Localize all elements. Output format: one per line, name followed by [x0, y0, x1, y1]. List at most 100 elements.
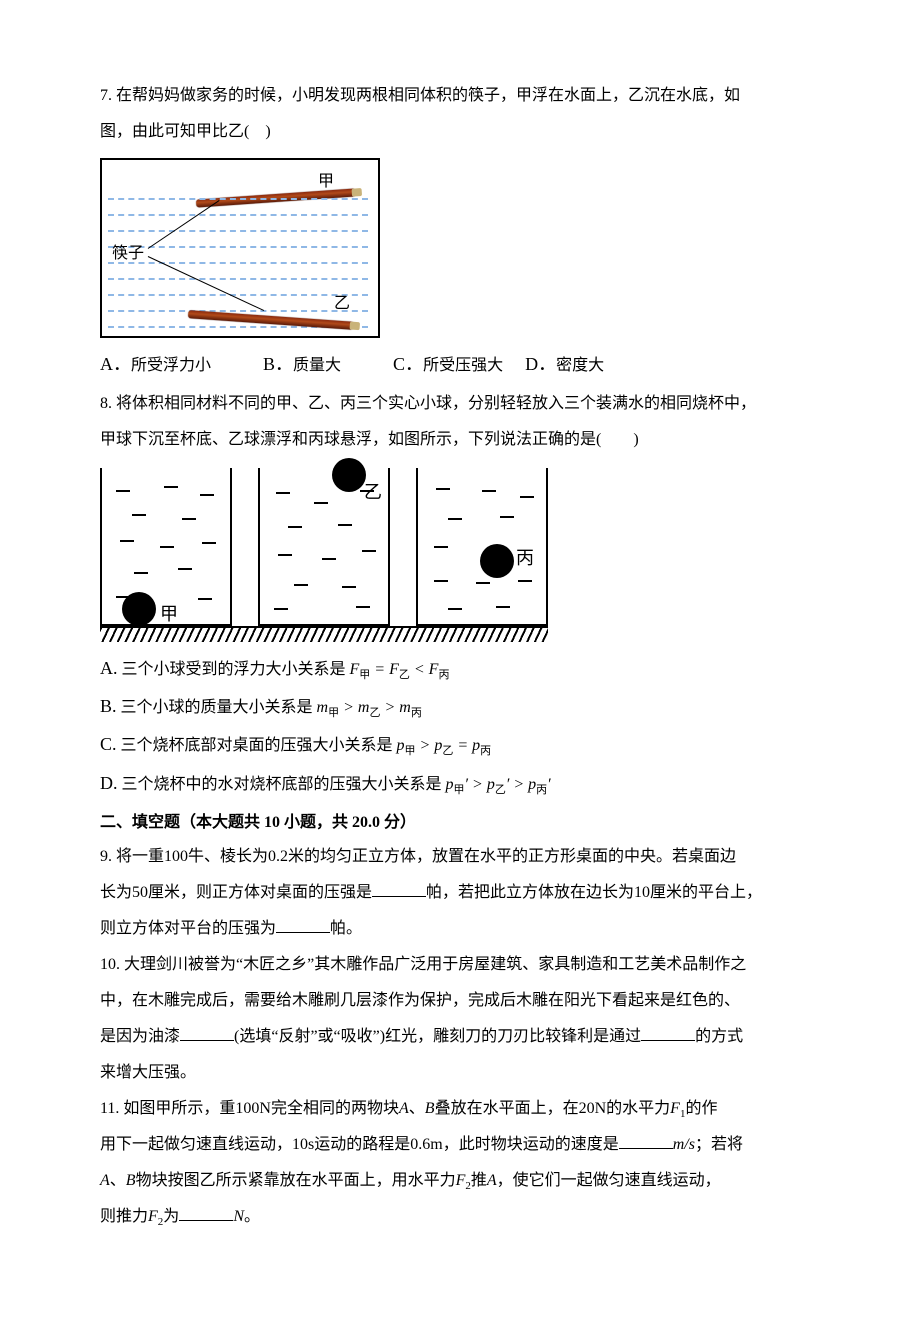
q11-number: 11. — [100, 1100, 119, 1117]
q11-F2: F2 — [456, 1172, 471, 1189]
q7-line2: 图，由此可知甲比乙( ) — [100, 116, 820, 148]
q7-opt-B: 质量大 — [293, 357, 341, 374]
q8-text-a: 将体积相同材料不同的甲、乙、丙三个实心小球，分别轻轻放入三个装满水的相同烧杯中， — [116, 395, 756, 412]
q10-number: 10. — [100, 956, 120, 973]
q11-v1: 100N — [235, 1100, 271, 1117]
q7-opt-C: 所受压强大 — [423, 357, 503, 374]
q11-B1: B — [425, 1100, 435, 1117]
q11-F2b: F2 — [148, 1208, 163, 1225]
q8-label-bing: 丙 — [516, 540, 534, 576]
q10-t3: 是因为油漆 — [100, 1028, 180, 1045]
q7-opt-C-label: C． — [393, 354, 423, 374]
q7-fig-label-yi: 乙 — [334, 288, 350, 320]
q8-opt-A-math: F甲 = F乙 < F丙 — [350, 661, 450, 678]
q11-line3: A、B物块按图乙所示紧靠放在水平面上，用水平力F2推A，使它们一起做匀速直线运动… — [100, 1165, 820, 1197]
q8-opt-D-pre: 三个烧杯中的水对烧杯底部的压强大小关系是 — [122, 776, 442, 793]
q7-number: 7. — [100, 87, 112, 104]
q10-blank-2[interactable] — [641, 1024, 695, 1041]
q7-opt-D: 密度大 — [556, 357, 604, 374]
q8-number: 8. — [100, 395, 112, 412]
q11-A1: A — [399, 1100, 409, 1117]
q11-line2: 用下一起做匀速直线运动，10s运动的路程是0.6m，此时物块运动的速度是m/s；… — [100, 1129, 820, 1161]
q9-t1: 将一重 — [116, 848, 164, 865]
q9-t5: 厘米，则正方体对桌面的压强是 — [148, 884, 372, 901]
q11-t3b: 、 — [110, 1172, 126, 1189]
q8-opt-B-math: m甲 > m乙 > m丙 — [317, 699, 422, 716]
q9-v1: 100 — [164, 848, 188, 865]
q8-label-yi: 乙 — [364, 474, 382, 510]
q11-A2: A — [100, 1172, 110, 1189]
q9-blank-1[interactable] — [372, 880, 426, 897]
q7-opt-A-label: A． — [100, 354, 131, 374]
q8-ball-yi — [332, 458, 366, 492]
page: 7. 在帮妈妈做家务的时候，小明发现两根相同体积的筷子，甲浮在水面上，乙沉在水底… — [0, 0, 920, 1317]
q10-blank-1[interactable] — [180, 1024, 234, 1041]
q8-line1: 8. 将体积相同材料不同的甲、乙、丙三个实心小球，分别轻轻放入三个装满水的相同烧… — [100, 388, 820, 420]
q8-opt-A-pre: 三个小球受到的浮力大小关系是 — [122, 661, 346, 678]
q8-opt-D: D. 三个烧杯中的水对烧杯底部的压强大小关系是 p甲′ > p乙′ > p丙′ — [100, 765, 820, 801]
q11-t4: 叠放在水平面上，在 — [435, 1100, 579, 1117]
q11-t9: ，此时物块运动的速度是 — [443, 1136, 619, 1153]
q7-opt-B-label: B． — [263, 354, 293, 374]
q9-t3: 米的均匀正立方体，放置在水平的正方形桌面的中央。若桌面边 — [288, 848, 736, 865]
q10-line2: 中，在木雕完成后，需要给木雕刷几层漆作为保护，完成后木雕在阳光下看起来是红色的、 — [100, 985, 820, 1017]
q7-options: A．所受浮力小 B．质量大 C．所受压强大 D．密度大 — [100, 346, 820, 382]
q11-blank-2[interactable] — [179, 1204, 233, 1221]
q8-beaker-3: 丙 — [416, 468, 548, 626]
q10-t5: 的方式 — [695, 1028, 743, 1045]
q11-t6: 的作 — [685, 1100, 717, 1117]
q8-label-jia: 甲 — [160, 596, 178, 632]
q9-t9: 帕。 — [330, 920, 362, 937]
q9-blank-2[interactable] — [276, 916, 330, 933]
q11-t3: 、 — [409, 1100, 425, 1117]
q10-line3: 是因为油漆 (选填“反射”或“吸收”)红光，雕刻刀的刀刃比较锋利是通过 的方式 — [100, 1021, 820, 1053]
q10-t4: (选填“反射”或“吸收”)红光，雕刻刀的刀刃比较锋利是通过 — [234, 1028, 641, 1045]
q10-line1: 10. 大理剑川被誉为“木匠之乡”其木雕作品广泛用于房屋建筑、家具制造和工艺美术… — [100, 949, 820, 981]
q7-opt-D-label: D． — [525, 354, 556, 374]
q8-opt-C: C. 三个烧杯底部对桌面的压强大小关系是 p甲 > p乙 = p丙 — [100, 726, 820, 762]
q9-t7: 厘米的平台上， — [650, 884, 762, 901]
q8-figure: 甲 乙 丙 — [100, 468, 820, 642]
q7-fig-label-chop: 筷子 — [112, 238, 144, 270]
q9-number: 9. — [100, 848, 112, 865]
q11-line1: 11. 如图甲所示，重100N完全相同的两物块A、B叠放在水平面上，在20N的水… — [100, 1093, 820, 1125]
q11-B2: B — [126, 1172, 136, 1189]
q11-t10: ；若将 — [695, 1136, 743, 1153]
q11-t16: 为 — [163, 1208, 179, 1225]
q11-t8: 运动的路程是 — [314, 1136, 410, 1153]
q9-v3: 50 — [132, 884, 148, 901]
q9-line1: 9. 将一重100牛、棱长为0.2米的均匀正立方体，放置在水平的正方形桌面的中央… — [100, 841, 820, 873]
q11-t12: 物块按图乙所示紧靠放在水平面上，用水平力 — [136, 1172, 456, 1189]
q11-t14: ，使它们一起做匀速直线运动， — [497, 1172, 721, 1189]
q7-figure: 甲 筷子 乙 — [100, 158, 380, 338]
q8-beaker-row: 甲 乙 丙 — [100, 468, 548, 626]
q11-t1: 如图甲所示，重 — [123, 1100, 235, 1117]
q9-line3: 则立方体对平台的压强为 帕。 — [100, 913, 820, 945]
q10-line4: 来增大压强。 — [100, 1057, 820, 1089]
q8-opt-B-pre: 三个小球的质量大小关系是 — [121, 699, 313, 716]
q11-line4: 则推力F2为N。 — [100, 1201, 820, 1233]
q11-t15: 则推力 — [100, 1208, 148, 1225]
q11-t13: 推 — [471, 1172, 487, 1189]
q11-blank-1[interactable] — [619, 1132, 673, 1149]
q11-v3: 10s — [292, 1136, 314, 1153]
q11-u2: N — [233, 1208, 244, 1225]
q9-v2: 0.2 — [268, 848, 288, 865]
q11-v2: 20N — [579, 1100, 607, 1117]
q8-opt-D-math: p甲′ > p乙′ > p丙′ — [446, 776, 551, 793]
q11-t2: 完全相同的两物块 — [271, 1100, 399, 1117]
q8-beaker-2: 乙 — [258, 468, 390, 626]
q8-opt-B: B. 三个小球的质量大小关系是 m甲 > m乙 > m丙 — [100, 688, 820, 724]
q7-opt-A: 所受浮力小 — [131, 357, 211, 374]
q8-ball-bing — [480, 544, 514, 578]
q8-line2: 甲球下沉至杯底、乙球漂浮和丙球悬浮，如图所示，下列说法正确的是( ) — [100, 424, 820, 456]
q11-t7: 用下一起做匀速直线运动， — [100, 1136, 292, 1153]
q11-u1: m/s — [673, 1136, 695, 1153]
q9-t4: 长为 — [100, 884, 132, 901]
q10-t1: 大理剑川被誉为“木匠之乡”其木雕作品广泛用于房屋建筑、家具制造和工艺美术品制作之 — [124, 956, 746, 973]
q9-t2: 牛、棱长为 — [188, 848, 268, 865]
q9-v4: 10 — [634, 884, 650, 901]
q11-t5: 的水平力 — [606, 1100, 670, 1117]
q9-t8: 则立方体对平台的压强为 — [100, 920, 276, 937]
q7-line1: 7. 在帮妈妈做家务的时候，小明发现两根相同体积的筷子，甲浮在水面上，乙沉在水底… — [100, 80, 820, 112]
